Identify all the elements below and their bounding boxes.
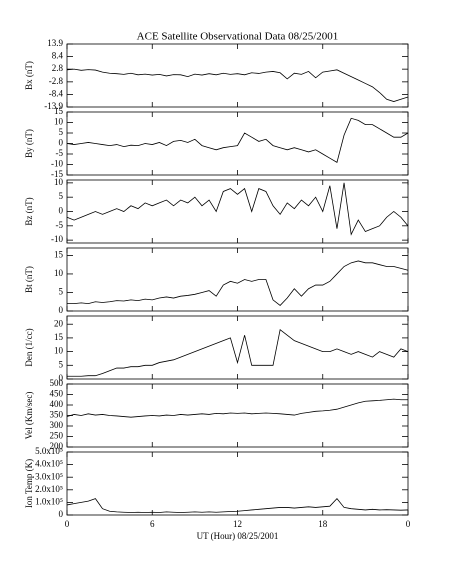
x-tick-label: 12 xyxy=(233,519,242,529)
y-tick-label: 15 xyxy=(54,249,64,259)
y-tick-label: 450 xyxy=(50,389,64,399)
y-tick-label: 10 xyxy=(54,117,64,127)
y-tick-label: 2.0x10⁵ xyxy=(35,484,63,494)
y-tick-label: 0 xyxy=(59,509,64,519)
y-tick-label: 3.0x10⁵ xyxy=(35,471,63,481)
y-tick-label: 10 xyxy=(54,177,64,187)
y-tick-label: 0 xyxy=(59,305,64,315)
y-tick-label: -5 xyxy=(56,220,64,230)
y-tick-label: 5.0x10⁵ xyxy=(35,446,63,456)
chart-title: ACE Satellite Observational Data 08/25/2… xyxy=(137,31,339,43)
y-tick-label: 5 xyxy=(59,127,64,137)
y-axis-label: Vel (Km/sec) xyxy=(24,392,34,440)
y-tick-label: 2.8 xyxy=(52,63,64,73)
y-axis-label: Bt (nT) xyxy=(24,266,34,293)
y-axis-label: Ion Temp (K) xyxy=(24,459,34,508)
y-tick-label: 5 xyxy=(59,287,64,297)
data-line xyxy=(66,182,409,236)
data-line xyxy=(66,117,409,164)
y-tick-label: -5 xyxy=(56,148,64,158)
y-tick-label: 8.4 xyxy=(52,51,64,61)
data-line xyxy=(66,498,409,513)
y-tick-label: 20 xyxy=(54,318,64,328)
y-tick-label: 4.0x10⁵ xyxy=(35,459,63,469)
x-tick-label: 6 xyxy=(150,519,155,529)
y-tick-label: 13.9 xyxy=(47,38,63,48)
y-tick-label: 1.0x10⁵ xyxy=(35,496,63,506)
y-tick-label: 400 xyxy=(50,399,64,409)
y-axis-label: Bz (nT) xyxy=(24,197,34,225)
y-tick-label: 10 xyxy=(54,268,64,278)
y-tick-label: -10 xyxy=(51,159,63,169)
y-tick-label: -2.8 xyxy=(49,76,64,86)
y-tick-label: 300 xyxy=(50,420,64,430)
x-tick-label: 0 xyxy=(65,519,70,529)
y-tick-label: 15 xyxy=(54,106,64,116)
y-tick-label: 0 xyxy=(59,138,64,148)
data-line xyxy=(67,260,409,306)
data-line xyxy=(67,328,409,377)
y-axis-label: By (nT) xyxy=(24,129,34,158)
y-tick-label: 15 xyxy=(54,332,64,342)
y-tick-label: -8.4 xyxy=(49,89,64,99)
data-line xyxy=(66,68,409,102)
x-tick-label: 0 xyxy=(406,519,411,529)
y-tick-label: 5 xyxy=(59,191,64,201)
y-tick-label: 10 xyxy=(54,346,64,356)
y-axis-label: Bx (nT) xyxy=(24,61,34,90)
x-axis-label: UT (Hour) 08/25/2001 xyxy=(197,531,279,541)
y-tick-label: 500 xyxy=(50,378,64,388)
data-line xyxy=(66,398,408,418)
y-tick-label: 200 xyxy=(50,441,64,451)
y-tick-label: 0 xyxy=(59,206,64,216)
y-tick-label: 5 xyxy=(59,359,64,369)
y-tick-label: 250 xyxy=(50,431,64,441)
y-tick-label: -13.9 xyxy=(44,101,63,111)
x-tick-label: 18 xyxy=(318,519,328,529)
y-tick-label: 0 xyxy=(59,373,64,383)
y-axis-label: Den (1/cc) xyxy=(24,328,34,366)
y-tick-label: -10 xyxy=(51,234,63,244)
y-tick-label: -15 xyxy=(51,169,63,179)
y-tick-label: 350 xyxy=(50,410,64,420)
